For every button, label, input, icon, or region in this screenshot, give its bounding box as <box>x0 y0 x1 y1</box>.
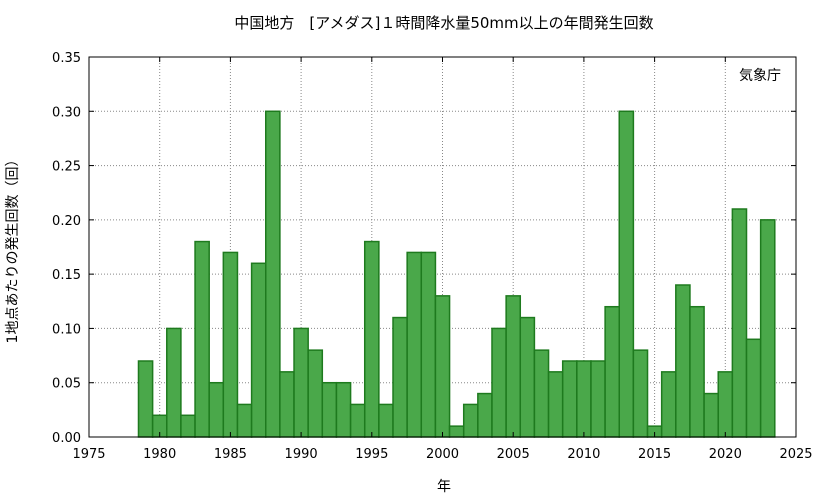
y-axis: 0.00 0.05 0.10 0.15 0.20 0.25 0.30 0.35 <box>52 51 796 446</box>
bar-1989 <box>279 371 295 438</box>
bar-2006 <box>519 316 536 438</box>
x-tick-label: 1995 <box>355 447 388 462</box>
y-tick-label: 0.00 <box>52 431 81 446</box>
x-tick-label: 1985 <box>214 447 247 462</box>
x-tick-label: 1975 <box>72 447 105 462</box>
bar-1981 <box>166 327 182 438</box>
bar-1991 <box>307 349 324 438</box>
bar-1984 <box>208 381 225 438</box>
x-tick-label: 2025 <box>779 447 812 462</box>
bar-2022 <box>745 338 762 438</box>
x-tick-label: 2005 <box>497 447 530 462</box>
y-tick-label: 0.10 <box>52 322 81 337</box>
x-tick-label: 2015 <box>638 447 671 462</box>
chart-title: 中国地方 [アメダス]１時間降水量50mm以上の年間発生回数 <box>234 14 653 32</box>
bar-2013 <box>618 110 635 438</box>
bar-1999 <box>420 251 437 438</box>
bar-2000 <box>434 295 451 438</box>
bar-2012 <box>604 305 620 438</box>
x-tick-label: 1980 <box>143 447 176 462</box>
bar-1982 <box>180 414 196 438</box>
bar-1987 <box>250 262 267 438</box>
bar-2008 <box>547 371 564 438</box>
y-tick-label: 0.30 <box>52 105 81 120</box>
bar-2016 <box>660 371 677 438</box>
x-axis: 1975 1980 1985 1990 1995 2000 2005 2010 2015 2020… <box>72 57 813 462</box>
bar-1995 <box>363 240 380 438</box>
y-tick-label: 0.35 <box>52 51 81 66</box>
bar-2018 <box>689 305 705 438</box>
bar-1979 <box>137 360 154 438</box>
bar-2007 <box>533 349 550 438</box>
y-tick-label: 0.20 <box>52 214 81 229</box>
x-tick-label: 1990 <box>285 447 318 462</box>
bar-2002 <box>462 403 479 438</box>
bar-1986 <box>236 403 253 438</box>
y-tick-label: 0.05 <box>52 377 81 392</box>
bar-2023 <box>759 219 776 438</box>
bar-2003 <box>477 392 493 438</box>
bar-2001 <box>448 425 465 438</box>
x-axis-label: 年 <box>437 479 451 495</box>
bar-2010 <box>576 360 592 438</box>
x-tick-label: 2000 <box>426 447 459 462</box>
bar-2019 <box>703 392 719 438</box>
bar-1994 <box>349 403 366 438</box>
bar-1988 <box>265 110 281 438</box>
bar-2004 <box>491 327 507 438</box>
y-axis-label: 1地点あたりの発生回数（回） <box>5 153 21 344</box>
bar-1983 <box>194 240 210 438</box>
bar-2009 <box>561 360 578 438</box>
source-annotation: 気象庁 <box>739 68 781 84</box>
x-tick-label: 2020 <box>709 447 742 462</box>
bar-1997 <box>392 316 408 438</box>
bar-1985 <box>222 251 239 438</box>
bars <box>137 110 776 438</box>
y-tick-label: 0.25 <box>52 160 81 175</box>
bar-1993 <box>335 381 352 438</box>
bar-2005 <box>505 295 522 438</box>
bar-2017 <box>675 284 691 438</box>
bar-1990 <box>293 327 309 438</box>
bar-2020 <box>717 371 734 438</box>
bar-2021 <box>731 208 748 438</box>
bar-1996 <box>378 403 394 438</box>
x-tick-label: 2010 <box>567 447 600 462</box>
y-tick-label: 0.15 <box>52 268 81 283</box>
bar-1998 <box>406 251 423 438</box>
bar-1992 <box>321 381 338 438</box>
bar-2011 <box>590 360 606 438</box>
bar-2014 <box>632 349 649 438</box>
